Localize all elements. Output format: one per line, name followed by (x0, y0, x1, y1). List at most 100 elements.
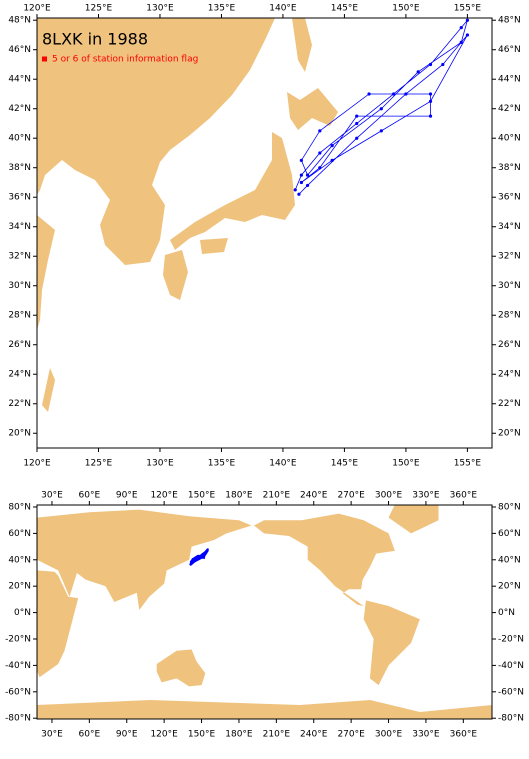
y-tick-label: 80°N (498, 502, 521, 512)
x-tick-label: 140°E (269, 459, 297, 469)
y-tick-label: 0°N (498, 608, 515, 618)
y-tick-label: -80°N (498, 714, 524, 724)
track (293, 18, 470, 196)
y-tick-label: 30°N (498, 281, 521, 291)
x-tick-label: 150°E (188, 730, 216, 740)
track-point (318, 151, 322, 155)
y-tick-label: 24°N (498, 370, 521, 380)
x-tick-label: 120°E (150, 730, 178, 740)
land (37, 18, 338, 412)
track-line (294, 19, 468, 195)
y-tick-label: 60°N (498, 529, 521, 539)
land (37, 505, 492, 719)
y-tick-label: 48°N (498, 16, 521, 26)
track-point (330, 143, 334, 148)
x-tick-label: 120°E (23, 459, 51, 469)
x-tick-label: 145°E (331, 4, 359, 14)
y-tick-label: 20°N (498, 582, 521, 592)
y-tick-label: -20°N (5, 634, 31, 644)
track-point (355, 121, 359, 126)
x-tick-label: 210°E (263, 491, 291, 501)
y-tick-label: 20°N (8, 582, 31, 592)
y-tick-label: 28°N (8, 311, 31, 321)
x-tick-label: 180°E (225, 491, 253, 501)
y-tick-label: 36°N (8, 193, 31, 203)
track-point (379, 129, 383, 133)
track-point (189, 563, 192, 566)
track-point (204, 552, 207, 555)
x-tick-label: 240°E (300, 491, 328, 501)
x-tick-label: 270°E (337, 491, 365, 501)
y-tick-label: 0°N (14, 608, 31, 618)
y-tick-label: 38°N (498, 163, 521, 173)
y-tick-label: 44°N (498, 75, 521, 85)
x-tick-label: 180°E (225, 730, 253, 740)
x-tick-label: 145°E (331, 459, 359, 469)
x-tick-label: 135°E (208, 4, 236, 14)
x-tick-label: 330°E (412, 730, 440, 740)
y-tick-label: 22°N (8, 399, 31, 409)
track-point (305, 183, 310, 188)
frame (36, 504, 493, 720)
track-point (195, 558, 198, 561)
y-tick-label: 24°N (8, 370, 31, 380)
track-point (299, 173, 303, 177)
track-point (189, 560, 192, 563)
y-tick-label: -20°N (498, 634, 524, 644)
y-tick-label: 30°N (8, 281, 31, 291)
track (189, 548, 209, 566)
x-tick-label: 270°E (337, 730, 365, 740)
x-tick-label: 130°E (146, 4, 174, 14)
x-tick-label: 360°E (450, 730, 478, 740)
track-point (318, 129, 322, 133)
track-point (379, 107, 383, 111)
x-tick-label: 155°E (454, 4, 482, 14)
x-tick-label: 60°E (79, 491, 101, 501)
y-tick-label: -40°N (498, 661, 524, 671)
track-point (293, 188, 297, 192)
y-tick-label: 42°N (498, 104, 521, 114)
track-point (206, 549, 209, 552)
frame (36, 17, 493, 449)
x-tick-label: 90°E (116, 491, 138, 501)
x-tick-label: 125°E (85, 4, 113, 14)
y-tick-label: 38°N (8, 163, 31, 173)
track-point (299, 180, 303, 185)
y-tick-label: 48°N (8, 16, 31, 26)
x-tick-label: 125°E (85, 459, 113, 469)
x-tick-label: 240°E (300, 730, 328, 740)
map-title: 8LXK in 1988 (42, 30, 148, 49)
track-point (465, 18, 470, 22)
track-point (200, 554, 203, 557)
y-tick-label: -40°N (5, 661, 31, 671)
x-tick-label: 150°E (392, 459, 420, 469)
x-tick-label: 300°E (375, 491, 403, 501)
x-tick-label: 330°E (412, 491, 440, 501)
y-tick-label: 20°N (8, 429, 31, 439)
track-point (196, 554, 199, 557)
track-point (299, 158, 303, 162)
x-tick-label: 210°E (263, 730, 291, 740)
track-point (318, 166, 322, 170)
track-point (367, 92, 371, 96)
y-tick-label: 34°N (498, 222, 521, 232)
x-tick-label: 155°E (454, 459, 482, 469)
y-tick-label: 20°N (498, 429, 521, 439)
track-point (441, 62, 445, 67)
y-tick-label: 46°N (8, 45, 31, 55)
track-point (195, 556, 198, 559)
x-tick-label: 90°E (116, 730, 138, 740)
y-tick-label: -80°N (5, 714, 31, 724)
x-tick-label: 150°E (392, 4, 420, 14)
y-tick-label: 32°N (8, 252, 31, 262)
track-point (465, 33, 470, 37)
track-point (198, 556, 201, 559)
x-tick-label: 60°E (79, 730, 101, 740)
track-point (330, 158, 334, 162)
x-tick-label: 135°E (208, 459, 236, 469)
x-tick-label: 130°E (146, 459, 174, 469)
x-tick-label: 120°E (23, 4, 51, 14)
y-tick-label: 26°N (498, 340, 521, 350)
track-point (416, 70, 420, 74)
